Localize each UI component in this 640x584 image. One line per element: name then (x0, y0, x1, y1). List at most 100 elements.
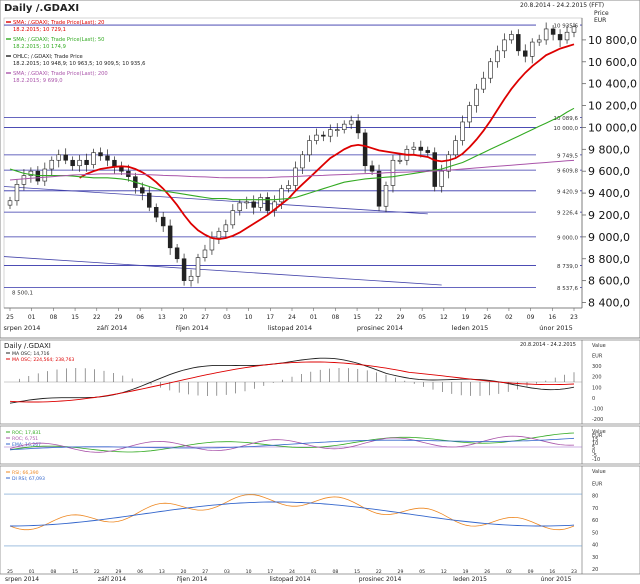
candle-body (481, 77, 486, 90)
candle-body (265, 197, 270, 211)
trend-lines (3, 186, 442, 286)
panel-x-tick-label: 01 (311, 569, 317, 575)
panel-y-tick-label: 0 (592, 449, 595, 455)
candle-body (550, 28, 556, 35)
candle-body (286, 185, 291, 190)
candle-body (564, 31, 570, 41)
panel-x-tick-label: 12 (441, 569, 447, 575)
candle-body (119, 166, 124, 172)
x-tick-label: 29 (397, 314, 405, 321)
x-month-label: září 2014 (97, 324, 127, 332)
candle-body (251, 201, 256, 208)
series-line (9, 107, 575, 201)
x-tick-label: 09 (527, 314, 535, 321)
price-tag-bg (536, 283, 580, 292)
candle-body (167, 225, 173, 249)
candle-body (397, 159, 403, 162)
candle-body (279, 188, 284, 203)
panel-y-tick-label: 0 (592, 396, 595, 402)
x-tick-label: 16 (548, 314, 556, 321)
rsi-signal-line (10, 501, 575, 527)
x-tick-label: 12 (440, 314, 448, 321)
candle-body (376, 170, 382, 207)
candle-body (188, 275, 194, 281)
x-tick-label: 17 (266, 314, 274, 321)
panel-y-tick-label: 15 (592, 437, 598, 443)
legend-value: 18.2.2015; 10 729,1 (13, 27, 66, 33)
x-tick-label: 08 (332, 314, 340, 321)
price-tag: 9 609,8 (557, 169, 578, 175)
candle-body (411, 146, 417, 150)
panel-y-tick-label: 80 (592, 494, 598, 500)
candle-body (98, 152, 103, 157)
candle-body (244, 201, 249, 204)
trend-line (3, 256, 442, 286)
y-tick-label: 10 000,0 (588, 121, 637, 134)
candle-body (369, 165, 375, 172)
candle-body (341, 123, 347, 130)
panel-x-tick-label: 08 (50, 569, 56, 575)
legend-label: SMA; /.GDAXI; Trade Price(Last); 20 (13, 20, 104, 26)
y-tick-label: 9 000,0 (588, 231, 630, 244)
ema-line (9, 437, 575, 451)
x-tick-label: 26 (483, 314, 491, 321)
price-tag: 9 749,5 (557, 153, 578, 159)
panel-x-tick-label: 06 (137, 569, 143, 575)
panel-x-tick-label: 25 (7, 569, 13, 575)
panel-y-tick-label: EUR (592, 481, 603, 487)
panel-legend-label: MA OSC; 14,716 (12, 351, 49, 357)
y-tick-label: 9 200,0 (588, 209, 630, 222)
price-tag: 9 000,0 (557, 235, 578, 241)
panel-x-tick-label: 20 (181, 569, 187, 575)
series-lines (9, 43, 575, 241)
panel-y-tick-label: -100 (592, 406, 603, 412)
y-tick-label: 10 800,0 (588, 34, 637, 47)
panel-y-tick-label: 30 (592, 555, 598, 561)
candle-body (439, 170, 444, 187)
x-tick-label: 22 (375, 314, 383, 321)
panel-frame (0, 465, 640, 575)
indicator-panels: Daily /.GDAXI 20.8.2014 - 24.2.2015 MA OSC… (0, 339, 640, 583)
candle-body (523, 50, 528, 57)
candle-body (348, 120, 354, 125)
panel-y-tick-label: 70 (592, 506, 598, 512)
panel-x-tick-label: 23 (571, 569, 577, 575)
x-tick-label: 29 (115, 314, 123, 321)
panel-x-tick-label: 09 (528, 569, 534, 575)
candle-body (258, 197, 263, 208)
candle-body (307, 140, 312, 156)
candle-body (91, 152, 96, 165)
candle-body (488, 61, 493, 79)
candle-body (230, 210, 236, 226)
candle-body (571, 26, 577, 33)
y-tick-label: 8 800,0 (588, 253, 630, 266)
price-tag: 8 537,6 (557, 286, 578, 292)
candle-body (70, 159, 75, 167)
price-tag: 8 739,0 (557, 264, 578, 270)
y-tick-label: 10 600,0 (588, 56, 637, 69)
legend-value: 18.2.2015; 9 699,0 (13, 78, 63, 84)
candle-body (63, 154, 68, 161)
panel-y-tick-label: 100 (592, 385, 602, 391)
x-tick-label: 10 (245, 314, 253, 321)
panel-x-tick-label: 03 (224, 569, 230, 575)
panel-x-tick-label: 05 (419, 569, 425, 575)
price-tag-bg (536, 150, 580, 159)
panel-legend-label: RSI; 66,390 (12, 470, 39, 476)
candle-body (446, 154, 451, 172)
legend-label: SMA; /.GDAXI; Trade Price(Last); 50 (13, 37, 104, 43)
x-tick-label: 13 (158, 314, 166, 321)
panel-x-tick-label: 15 (354, 569, 360, 575)
panel-y-tick-label: 60 (592, 518, 598, 524)
roc-line-2 (9, 435, 575, 453)
axis-unit-eur: EUR (594, 17, 606, 24)
y-tick-label: 9 600,0 (588, 165, 630, 178)
price-tag-bg (536, 21, 580, 30)
panel-x-tick-label: 01 (29, 569, 35, 575)
price-tag-bg (536, 208, 580, 217)
chart-title: Daily /.GDAXI (4, 3, 79, 14)
panel-x-tick-label: 17 (267, 569, 273, 575)
y-axis: 8 400,0 8 600,0 8 800,0 9 000,0 9 200,0 9 400… (581, 18, 637, 310)
x-tick-label: 20 (180, 314, 188, 321)
